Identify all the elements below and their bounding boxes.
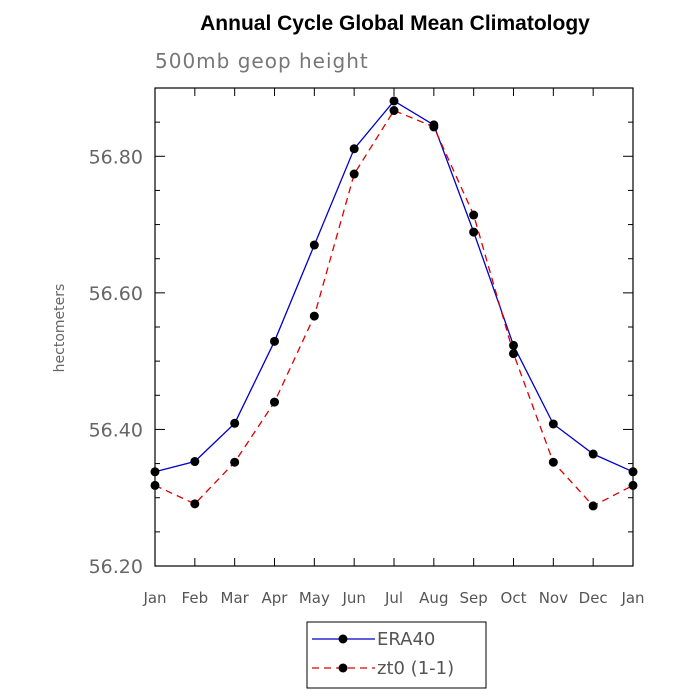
axis-ticks — [154, 87, 634, 567]
series-1-point — [270, 397, 279, 407]
series-1-point — [429, 122, 439, 132]
y-tick-label: 56.20 — [89, 556, 143, 578]
legend: ERA40 zt0 (1-1) — [306, 621, 487, 689]
series-0-point — [628, 467, 638, 477]
y-tick-labels: 56.20 56.40 56.60 56.80 — [89, 146, 143, 578]
plot-frame — [154, 87, 634, 567]
series-0-point — [150, 467, 160, 477]
series-layer — [150, 96, 638, 511]
series-0-point — [548, 419, 558, 429]
series-1-point — [150, 480, 160, 490]
chart-subtitle: 500mb geop height — [155, 49, 369, 73]
legend-marker-era40 — [338, 634, 348, 644]
series-line-0 — [154, 100, 634, 473]
series-0-point — [230, 418, 240, 428]
series-1-point — [588, 501, 598, 511]
x-tick-label: Jan — [142, 589, 166, 607]
series-0-point — [349, 144, 359, 154]
series-0-point — [588, 449, 598, 459]
series-1-point — [389, 106, 399, 116]
y-tick-label: 56.80 — [89, 146, 143, 168]
series-1-point — [190, 499, 200, 509]
x-tick-labels: Jan Feb Mar Apr May Jun Jul Aug Sep Oct Nov Dec Jan — [142, 589, 644, 607]
series-1-point — [309, 311, 319, 321]
x-tick-label: Jun — [341, 589, 365, 607]
legend-label-zt0: zt0 (1-1) — [377, 658, 454, 679]
x-tick-label: Dec — [579, 589, 608, 607]
series-0-point — [509, 340, 518, 350]
series-1-point — [628, 480, 638, 490]
series-1-point — [509, 349, 518, 359]
x-tick-label: Mar — [221, 589, 250, 607]
y-tick-label: 56.40 — [89, 419, 143, 441]
legend-box — [306, 621, 487, 689]
legend-label-era40: ERA40 — [377, 629, 435, 650]
legend-marker-zt0 — [338, 663, 348, 673]
x-tick-label: May — [299, 589, 330, 607]
x-tick-label: Jul — [384, 589, 403, 607]
series-1-point — [469, 210, 479, 220]
chart-title: Annual Cycle Global Mean Climatology — [200, 12, 590, 35]
x-tick-label: Jan — [620, 589, 644, 607]
series-0-point — [469, 227, 479, 237]
series-0-point — [270, 336, 279, 346]
x-tick-label: Apr — [262, 589, 289, 607]
series-line-1 — [154, 109, 634, 507]
series-1-point — [230, 457, 240, 467]
x-tick-label: Sep — [460, 589, 488, 607]
series-1-point — [349, 169, 359, 179]
series-0-point — [389, 96, 399, 106]
y-axis-label: hectometers — [52, 284, 68, 373]
x-tick-label: Feb — [182, 589, 209, 607]
x-tick-label: Oct — [501, 589, 527, 607]
series-1-point — [548, 457, 558, 467]
x-tick-label: Aug — [419, 589, 448, 607]
x-tick-label: Nov — [539, 589, 568, 607]
y-tick-label: 56.60 — [89, 283, 143, 305]
series-0-point — [309, 240, 319, 250]
series-0-point — [190, 457, 200, 467]
